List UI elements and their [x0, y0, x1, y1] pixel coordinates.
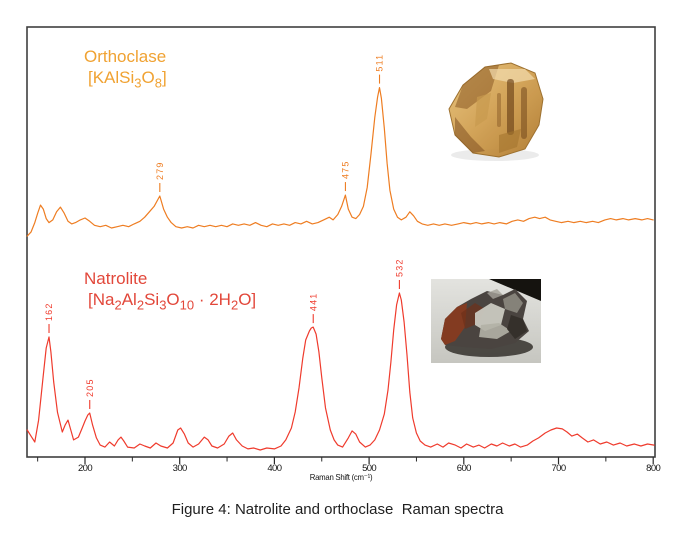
orthoclase-name: Orthoclase: [84, 47, 167, 66]
orthoclase-series-label: Orthoclase [KAlSi3O8]: [84, 46, 167, 92]
x-tick-label: 200: [78, 463, 92, 474]
natrolite-series-label: Natrolite [Na2Al2Si3O10 · 2H2O]: [84, 268, 256, 314]
orthoclase-peak-label: 279: [155, 161, 165, 180]
orthoclase-rock-image: [448, 62, 544, 161]
orthoclase-spectrum-trace: [26, 86, 654, 237]
figure-caption: Figure 4: Natrolite and orthoclase Raman…: [171, 501, 504, 518]
natrolite-sample-photo: [431, 279, 541, 363]
x-tick-label: 700: [551, 463, 565, 474]
natrolite-rock-image: [431, 279, 541, 363]
natrolite-peak-label: 205: [85, 378, 95, 397]
x-axis-title: Raman Shift (cm⁻¹): [309, 472, 373, 482]
x-tick-label: 400: [267, 463, 281, 474]
natrolite-spectrum-trace: [26, 292, 655, 451]
natrolite-peak-label: 162: [44, 302, 54, 321]
x-tick-label: 800: [646, 463, 660, 474]
x-tick-label: 500: [362, 463, 376, 474]
natrolite-name: Natrolite: [84, 269, 148, 288]
orthoclase-peak-label: 475: [341, 160, 351, 179]
plot-frame: [26, 26, 656, 458]
natrolite-formula: [Na2Al2Si3O10 · 2H2O]: [88, 290, 257, 313]
x-tick-label: 600: [457, 463, 471, 474]
natrolite-peak-label: 441: [308, 292, 318, 311]
orthoclase-sample-photo: [433, 57, 557, 167]
x-tick-label: 300: [173, 463, 187, 474]
orthoclase-peak-label: 511: [375, 54, 385, 72]
natrolite-peak-label: 532: [395, 258, 405, 277]
orthoclase-formula: [KAlSi3O8]: [88, 68, 167, 91]
